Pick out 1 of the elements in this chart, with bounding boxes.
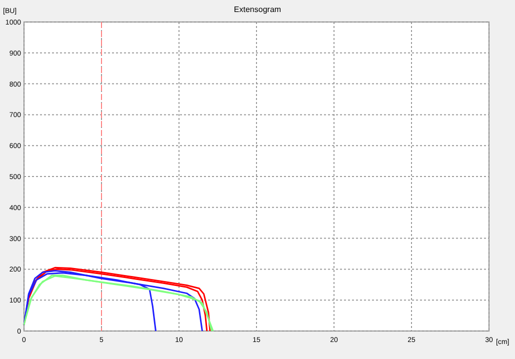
- chart-title: Extensogram: [234, 5, 282, 14]
